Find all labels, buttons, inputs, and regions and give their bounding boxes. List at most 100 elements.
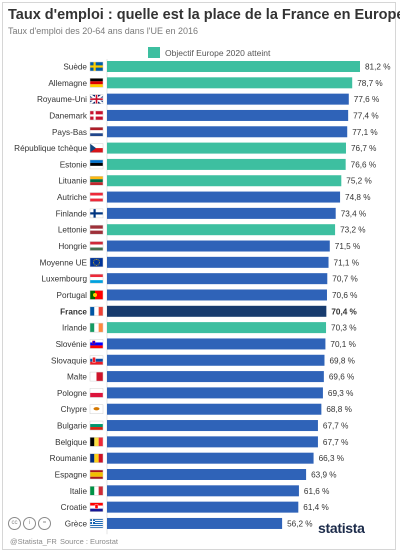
category-label: Hongrie bbox=[58, 242, 87, 251]
bar bbox=[107, 354, 325, 366]
flag-lithuania-icon bbox=[89, 175, 104, 186]
value-label: 61,4 % bbox=[303, 503, 329, 512]
category-label: Luxembourg bbox=[41, 275, 87, 284]
category-label: France bbox=[60, 307, 87, 316]
category-label: Chypre bbox=[61, 405, 88, 414]
value-label: 73,4 % bbox=[341, 209, 367, 218]
value-label: 70,7 % bbox=[332, 275, 358, 284]
category-label: Grèce bbox=[65, 519, 88, 528]
bar bbox=[107, 175, 342, 187]
category-label: Suède bbox=[63, 63, 87, 72]
value-label: 73,2 % bbox=[340, 226, 366, 235]
bar bbox=[107, 224, 336, 236]
category-label: Royaume-Uni bbox=[37, 95, 87, 104]
bar bbox=[107, 305, 327, 317]
bar bbox=[107, 436, 318, 448]
flag-poland-icon bbox=[89, 388, 104, 398]
bar bbox=[107, 338, 326, 350]
bar bbox=[107, 109, 349, 121]
bar bbox=[107, 501, 299, 513]
no-derivatives-icon: = bbox=[38, 517, 51, 530]
value-label: 71,5 % bbox=[335, 242, 361, 251]
value-label: 56,2 % bbox=[287, 519, 313, 528]
flag-netherlands-icon bbox=[89, 127, 104, 137]
value-label: 78,7 % bbox=[357, 79, 383, 88]
category-label: Estonie bbox=[60, 160, 88, 169]
value-label: 71,1 % bbox=[334, 258, 360, 267]
flag-italy-icon bbox=[89, 486, 104, 496]
flag-luxembourg-icon bbox=[89, 273, 104, 284]
bar bbox=[107, 93, 349, 105]
bar bbox=[107, 289, 327, 301]
category-label: République tchèque bbox=[14, 144, 87, 153]
bar bbox=[107, 469, 307, 480]
category-label: Italie bbox=[70, 487, 88, 496]
bar bbox=[107, 403, 322, 415]
flag-eu-icon bbox=[89, 257, 104, 268]
value-label: 70,6 % bbox=[332, 291, 358, 300]
value-label: 70,3 % bbox=[331, 324, 357, 333]
flag-malta-icon bbox=[89, 371, 104, 382]
category-label: Malte bbox=[67, 373, 87, 382]
flag-hungary-icon bbox=[89, 241, 104, 251]
bar bbox=[107, 452, 314, 464]
bar bbox=[107, 387, 323, 399]
attribution-icon: i bbox=[23, 517, 36, 530]
source-text: Source : Eurostat bbox=[60, 537, 118, 546]
category-label: Lituanie bbox=[58, 177, 87, 186]
value-label: 69,8 % bbox=[329, 356, 355, 365]
value-label: 77,6 % bbox=[354, 95, 380, 104]
category-label: Allemagne bbox=[48, 79, 87, 88]
flag-slovenia-icon bbox=[89, 339, 104, 349]
bar bbox=[107, 371, 324, 383]
flag-cyprus-icon bbox=[89, 404, 104, 414]
category-label: Croatie bbox=[61, 503, 88, 512]
category-label: Danemark bbox=[49, 111, 88, 120]
bar bbox=[107, 158, 346, 170]
bar bbox=[107, 517, 283, 529]
flag-denmark-icon bbox=[89, 110, 104, 121]
bar bbox=[107, 191, 341, 203]
value-label: 77,4 % bbox=[353, 111, 379, 120]
bar bbox=[107, 256, 329, 268]
cc-icon: cc bbox=[8, 517, 21, 530]
value-label: 66,3 % bbox=[319, 454, 345, 463]
category-label: Pologne bbox=[57, 389, 87, 398]
category-label: Finlande bbox=[56, 209, 88, 218]
bar bbox=[107, 77, 353, 89]
legend: Objectif Europe 2020 atteint bbox=[148, 47, 270, 58]
flag-romania-icon bbox=[89, 453, 104, 463]
legend-swatch bbox=[148, 47, 160, 58]
value-label: 77,1 % bbox=[352, 128, 378, 137]
value-label: 63,9 % bbox=[311, 471, 337, 480]
flag-portugal-icon bbox=[89, 290, 104, 300]
flag-czech-icon bbox=[89, 143, 104, 153]
value-label: 67,7 % bbox=[323, 438, 349, 447]
bar bbox=[107, 273, 328, 285]
chart-title: Taux d'emploi : quelle est la place de l… bbox=[8, 7, 400, 23]
flag-austria-icon bbox=[89, 192, 104, 202]
legend-label: Objectif Europe 2020 atteint bbox=[165, 47, 271, 58]
flag-finland-icon bbox=[89, 208, 104, 219]
value-label: 68,8 % bbox=[326, 405, 352, 414]
category-label: Espagne bbox=[55, 471, 88, 480]
value-label: 69,6 % bbox=[329, 373, 355, 382]
value-label: 70,4 % bbox=[331, 307, 357, 316]
chart-subtitle: Taux d'emploi des 20-64 ans dans l'UE en… bbox=[8, 26, 199, 36]
flag-sweden-icon bbox=[89, 61, 104, 72]
flag-greece-icon bbox=[89, 518, 104, 529]
license-icons: cc i = bbox=[8, 517, 51, 530]
bar bbox=[107, 485, 299, 497]
category-label: Slovénie bbox=[56, 340, 88, 349]
value-label: 61,6 % bbox=[304, 487, 330, 496]
statista-logo[interactable]: statista bbox=[318, 520, 365, 536]
flag-uk-icon bbox=[89, 93, 104, 105]
category-label: Belgique bbox=[55, 438, 87, 447]
flag-ireland-icon bbox=[89, 322, 104, 333]
category-label: Portugal bbox=[57, 291, 88, 300]
bar bbox=[107, 207, 336, 219]
value-label: 76,6 % bbox=[351, 160, 377, 169]
value-label: 74,8 % bbox=[345, 193, 371, 202]
flag-bulgaria-icon bbox=[89, 420, 104, 431]
